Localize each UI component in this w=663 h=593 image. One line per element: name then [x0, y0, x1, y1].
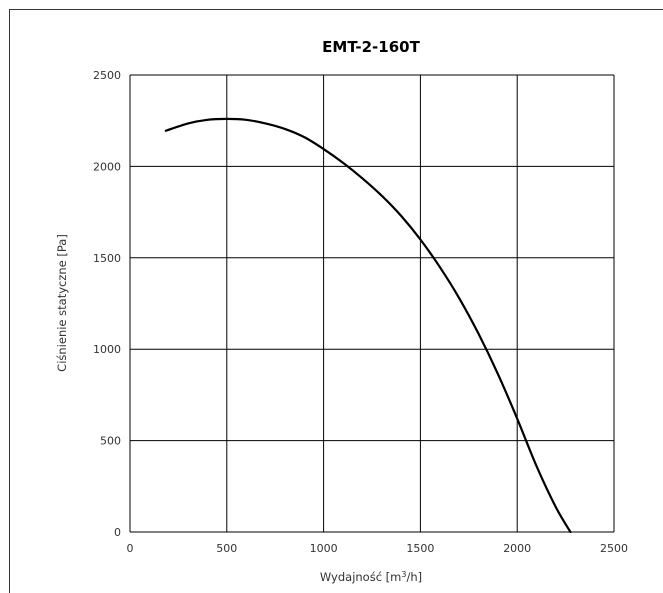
y-axis-label: Ciśnienie statyczne [Pa] [55, 234, 69, 372]
y-tick-label: 0 [114, 526, 121, 539]
frame-top-border [9, 9, 663, 10]
x-tick-label: 2500 [600, 542, 628, 555]
y-tick-label: 500 [100, 435, 121, 448]
y-tick-label: 2000 [93, 160, 121, 173]
x-axis-label: Wydajność [m3/h] [320, 570, 422, 585]
tick-labels: 0 500 1000 1500 2000 2500 0 500 1000 1500 2000 2500 [93, 69, 628, 555]
grid [129, 74, 615, 533]
y-tick-label: 2500 [93, 69, 121, 82]
chart-title: EMT-2-160T [322, 38, 420, 56]
y-tick-label: 1500 [93, 252, 121, 265]
series-layer [164, 117, 572, 534]
x-tick-label: 0 [127, 542, 134, 555]
frame-left-border [9, 9, 10, 593]
x-tick-label: 1500 [406, 542, 434, 555]
fan-curve-line [164, 117, 572, 534]
x-tick-label: 1000 [310, 542, 338, 555]
y-tick-label: 1000 [93, 343, 121, 356]
x-tick-label: 2000 [503, 542, 531, 555]
x-tick-label: 500 [216, 542, 237, 555]
